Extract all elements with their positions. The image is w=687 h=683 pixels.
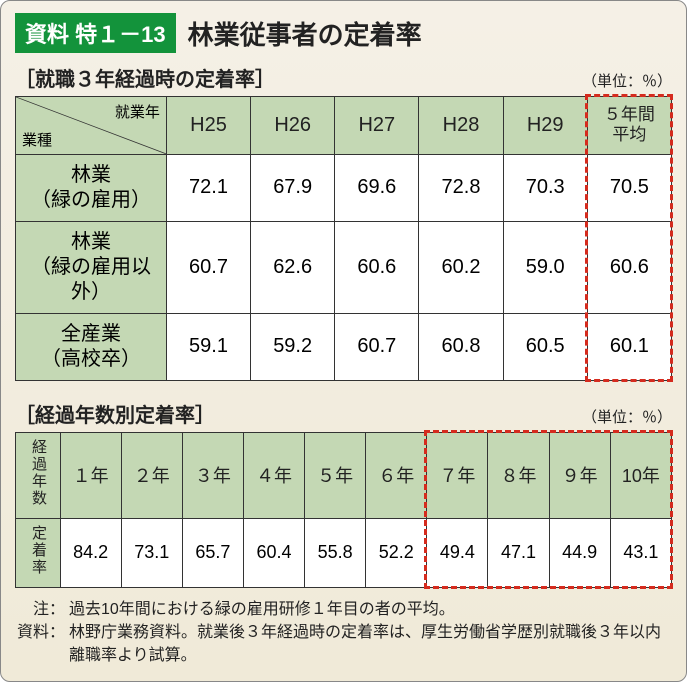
- table2-cell: 73.1: [121, 518, 182, 587]
- notes-block: 注： 過去10年間における緑の雇用研修１年目の者の平均。 資料： 林野庁業務資料…: [15, 598, 672, 668]
- table1-cell: 62.6: [251, 221, 335, 313]
- table1-cell: 60.7: [166, 221, 250, 313]
- table2-col-header: ８年: [488, 432, 549, 518]
- table2-col-header: １年: [60, 432, 121, 518]
- table1-cell: 59.0: [503, 221, 587, 313]
- table1-row-header: 林業（緑の雇用）: [16, 154, 167, 221]
- table1-section-title: ［就職３年経過時の定着率］: [15, 63, 275, 92]
- table2-cell: 52.2: [366, 518, 427, 587]
- table1-cell: 69.6: [335, 154, 419, 221]
- table1-col-header: H28: [419, 97, 503, 155]
- table1-cell: 60.5: [503, 313, 587, 380]
- figure-badge: 資料 特１－13: [15, 13, 176, 53]
- table1-col-header: H25: [166, 97, 250, 155]
- table2-cell: 49.4: [427, 518, 488, 587]
- title-row: 資料 特１－13 林業従事者の定着率: [15, 13, 672, 53]
- table1-col-header: H27: [335, 97, 419, 155]
- table2-col-header: ４年: [243, 432, 304, 518]
- table2-cell: 60.4: [243, 518, 304, 587]
- table1-header-row: ［就職３年経過時の定着率］ （単位：％）: [15, 63, 672, 92]
- table1-cell: 67.9: [251, 154, 335, 221]
- table1-cell: 60.6: [335, 221, 419, 313]
- table2-cell: 84.2: [60, 518, 121, 587]
- table1-cell: 60.7: [335, 313, 419, 380]
- source-row: 資料： 林野庁業務資料。就業後３年経過時の定着率は、厚生労働省学歴別就職後３年以…: [15, 621, 672, 667]
- table1-cell: 72.8: [419, 154, 503, 221]
- table1-diag-top: 就業年: [115, 101, 160, 122]
- table1-diagonal-header: 就業年業種: [16, 97, 167, 155]
- table1-row-header: 全産業（高校卒）: [16, 313, 167, 380]
- note-label: 注：: [15, 598, 69, 621]
- table1-diag-bottom: 業種: [22, 129, 52, 150]
- table2-col-header: ９年: [549, 432, 610, 518]
- table2-col-header: ７年: [427, 432, 488, 518]
- table2-rowhdr-bottom: 定着率: [16, 518, 61, 587]
- table2-col-header: ５年: [305, 432, 366, 518]
- table1-cell: 70.5: [587, 154, 671, 221]
- source-text: 林野庁業務資料。就業後３年経過時の定着率は、厚生労働省学歴別就職後３年以内離職率…: [69, 621, 672, 667]
- table1-cell: 60.8: [419, 313, 503, 380]
- table1-cell: 70.3: [503, 154, 587, 221]
- table2-header-row: ［経過年数別定着率］ （単位：％）: [15, 399, 672, 428]
- table1-wrap: 就業年業種H25H26H27H28H29５年間平均林業（緑の雇用）72.167.…: [15, 96, 672, 381]
- table2-rowhdr-top: 経過年数: [16, 432, 61, 518]
- note-row: 注： 過去10年間における緑の雇用研修１年目の者の平均。: [15, 598, 672, 621]
- table2: 経過年数１年２年３年４年５年６年７年８年９年10年定着率84.273.165.7…: [15, 432, 672, 588]
- table1-col-header: H26: [251, 97, 335, 155]
- table1-col-header: H29: [503, 97, 587, 155]
- table2-cell: 55.8: [305, 518, 366, 587]
- table2-unit-label: （単位：％）: [582, 406, 672, 427]
- table2-cell: 43.1: [610, 518, 671, 587]
- table2-section-title: ［経過年数別定着率］: [15, 399, 215, 428]
- table2-col-header: ３年: [182, 432, 243, 518]
- table1-cell: 59.2: [251, 313, 335, 380]
- table1-cell: 60.6: [587, 221, 671, 313]
- figure-card: 資料 特１－13 林業従事者の定着率 ［就職３年経過時の定着率］ （単位：％） …: [0, 0, 687, 682]
- figure-title: 林業従事者の定着率: [188, 15, 422, 52]
- table1-cell: 72.1: [166, 154, 250, 221]
- table1: 就業年業種H25H26H27H28H29５年間平均林業（緑の雇用）72.167.…: [15, 96, 672, 381]
- table1-cell: 60.1: [587, 313, 671, 380]
- table2-cell: 44.9: [549, 518, 610, 587]
- table1-cell: 60.2: [419, 221, 503, 313]
- table2-col-header: 10年: [610, 432, 671, 518]
- table1-col-header: ５年間平均: [587, 97, 671, 155]
- table2-col-header: ６年: [366, 432, 427, 518]
- table2-wrap: 経過年数１年２年３年４年５年６年７年８年９年10年定着率84.273.165.7…: [15, 432, 672, 588]
- table2-col-header: ２年: [121, 432, 182, 518]
- table1-unit-label: （単位：％）: [582, 70, 672, 91]
- note-text: 過去10年間における緑の雇用研修１年目の者の平均。: [69, 598, 672, 621]
- table2-cell: 65.7: [182, 518, 243, 587]
- table1-cell: 59.1: [166, 313, 250, 380]
- table1-row-header: 林業（緑の雇用以外）: [16, 221, 167, 313]
- source-label: 資料：: [15, 621, 69, 667]
- table2-cell: 47.1: [488, 518, 549, 587]
